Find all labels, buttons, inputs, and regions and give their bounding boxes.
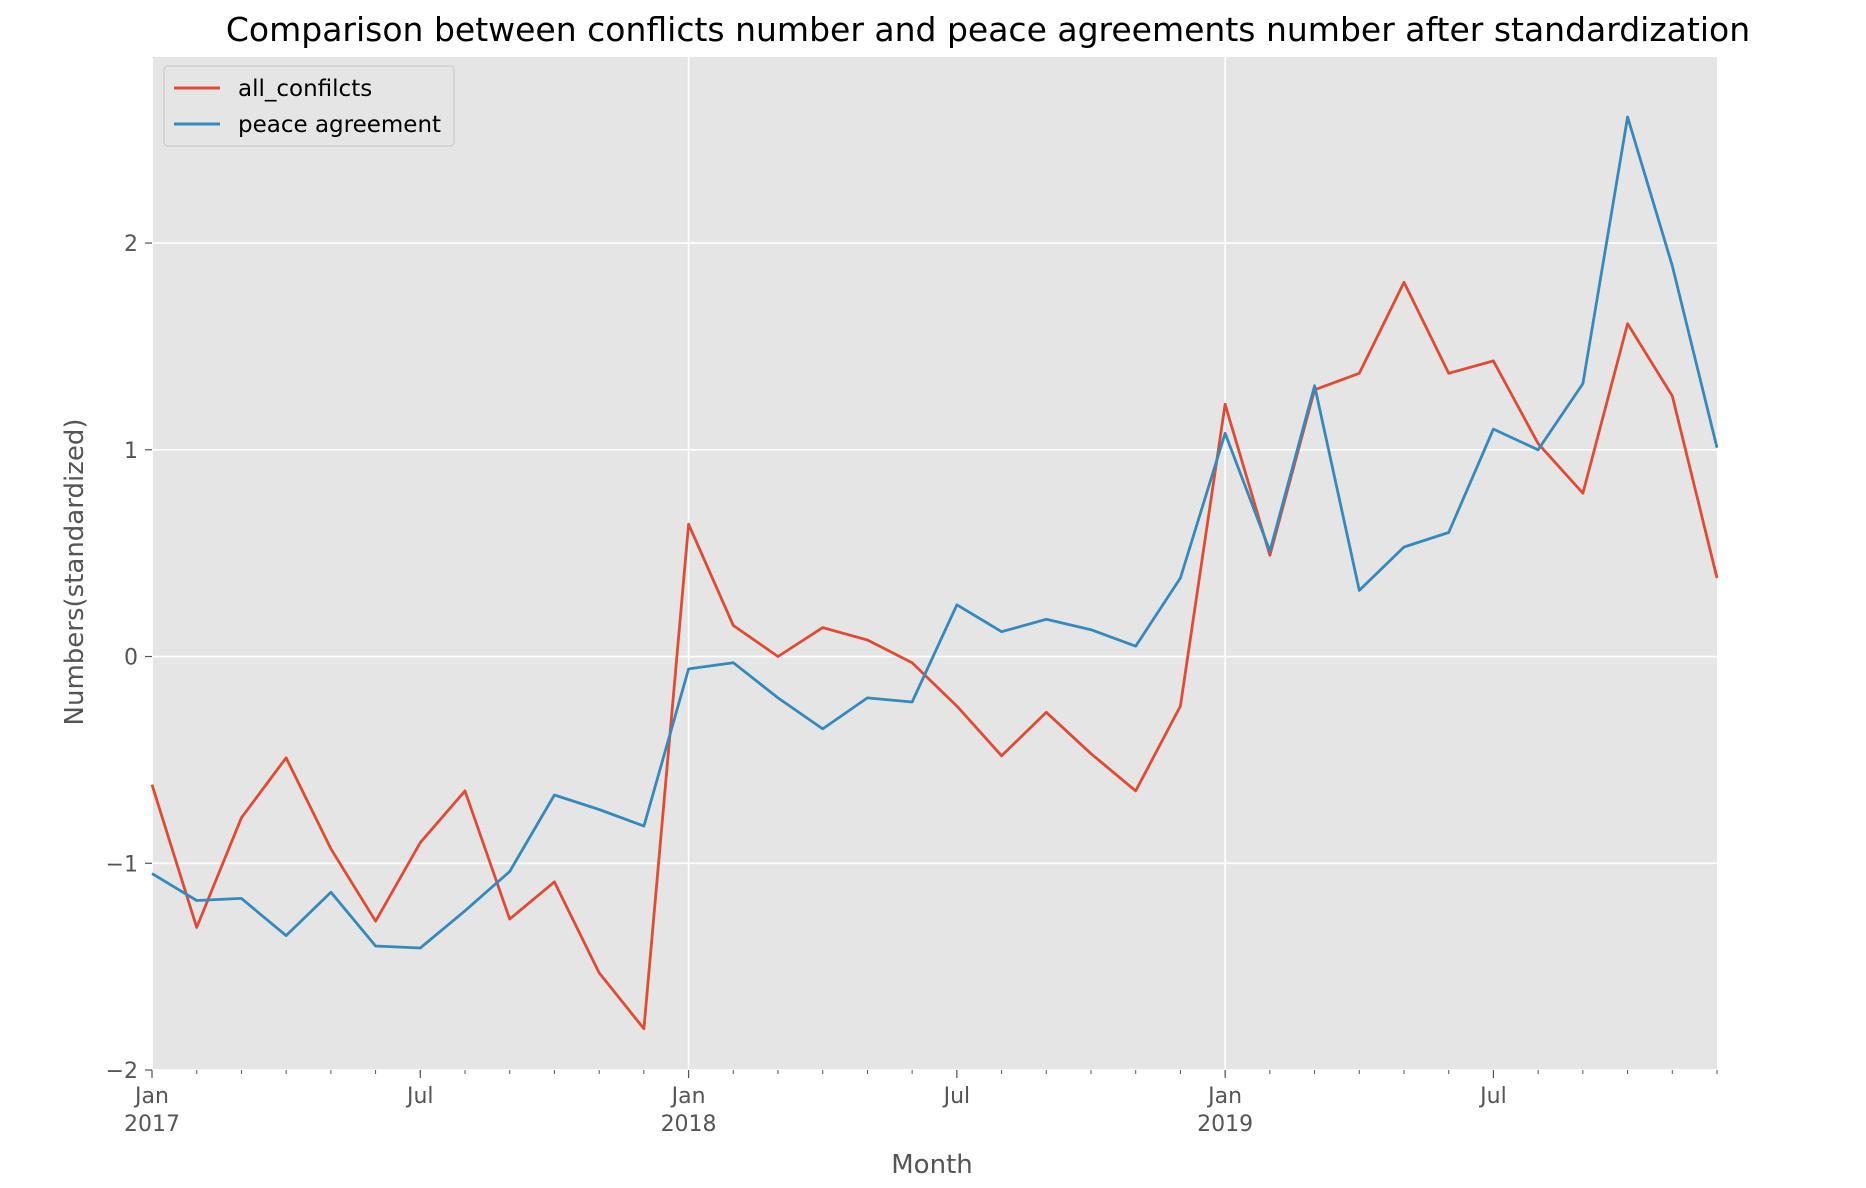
x-tick-label: Jan — [670, 1084, 706, 1109]
x-axis: Jan 2017 Jul Jan 2018 Jul Jan 2019 Jul — [124, 1070, 1718, 1137]
y-tick-label: 0 — [124, 646, 138, 671]
legend: all_confilcts peace agreement — [163, 65, 455, 147]
series-lines — [150, 115, 1719, 1031]
x-tick-label: Jul — [942, 1084, 971, 1109]
chart-title: Comparison between conflicts number and … — [226, 10, 1750, 49]
x-tick-label: Jul — [1478, 1084, 1507, 1109]
y-axis: −2 −1 0 1 2 — [106, 232, 152, 1084]
x-tick-label: Jul — [405, 1084, 434, 1109]
x-tick-year-label: 2019 — [1197, 1112, 1253, 1137]
series-line-all-confilcts — [150, 280, 1719, 1031]
y-tick-label: 1 — [124, 439, 138, 464]
y-tick-label: −2 — [106, 1059, 138, 1084]
legend-label-peace-agreement: peace agreement — [238, 112, 441, 138]
legend-label-all-confilcts: all_confilcts — [238, 76, 372, 102]
x-tick-year-label: 2017 — [124, 1112, 180, 1137]
x-tick-year-label: 2018 — [661, 1112, 717, 1137]
plot-area — [152, 57, 1717, 1070]
y-tick-label: 2 — [124, 232, 138, 257]
y-axis-label: Numbers(standardized) — [60, 419, 90, 726]
legend-box — [163, 65, 455, 147]
y-tick-label: −1 — [106, 852, 138, 877]
x-axis-label: Month — [891, 1150, 973, 1180]
x-tick-label: Jan — [133, 1084, 169, 1109]
x-tick-label: Jan — [1206, 1084, 1242, 1109]
series-line-peace-agreement — [151, 115, 1719, 950]
